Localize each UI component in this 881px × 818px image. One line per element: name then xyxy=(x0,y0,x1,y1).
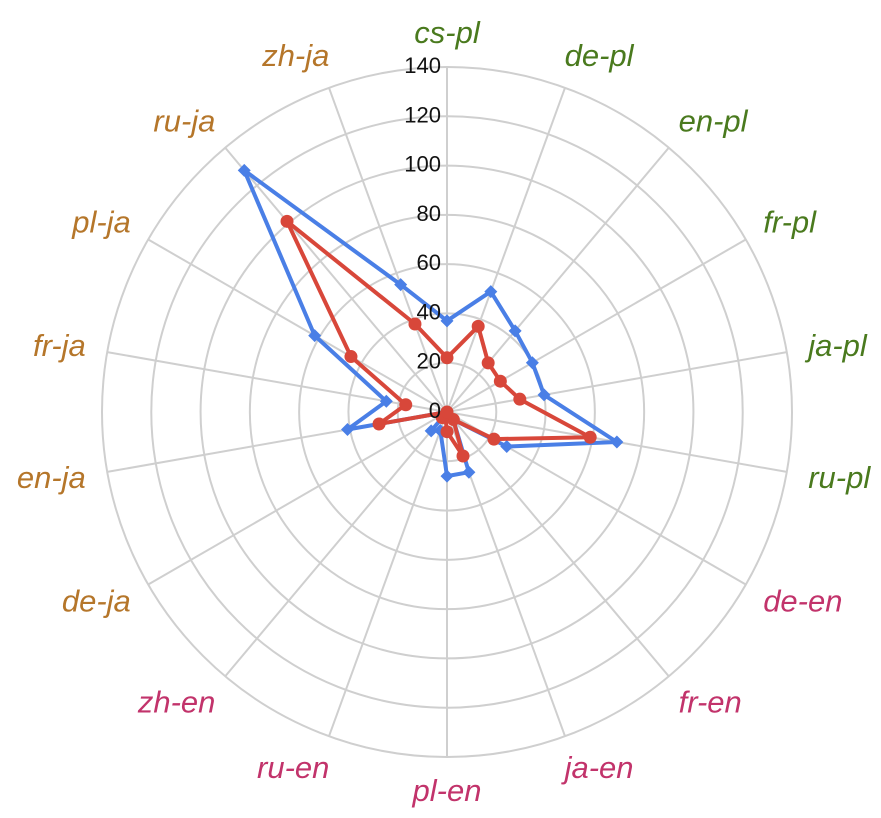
series-1-point xyxy=(462,465,476,479)
series-2-point xyxy=(583,430,597,444)
radial-tick-label: 40 xyxy=(417,299,441,324)
series-1-point xyxy=(484,285,498,299)
grid-spoke xyxy=(147,411,448,586)
category-label-ru-ja: ru-ja xyxy=(153,104,215,139)
series-1-point xyxy=(508,324,522,338)
category-label-pl-ja: pl-ja xyxy=(71,205,131,240)
radial-tick-label: 20 xyxy=(417,349,441,374)
radial-tick-label: 100 xyxy=(404,152,441,177)
series-2-point xyxy=(440,351,454,365)
category-label-en-ja: en-ja xyxy=(17,460,86,495)
series-1-point xyxy=(340,423,354,437)
series-2-point xyxy=(440,405,454,419)
category-label-ja-en: ja-en xyxy=(561,750,634,785)
series-1-point xyxy=(525,356,539,370)
grid-spoke xyxy=(328,87,448,413)
category-labels: cs-pl de-pl en-pl fr-pl ja-pl ru-pl de-en fr-en… xyxy=(17,15,871,808)
category-label-de-ja: de-ja xyxy=(62,584,131,619)
grid-spoke xyxy=(446,147,670,413)
radar-series xyxy=(237,163,624,483)
series-2-point xyxy=(513,392,527,406)
radial-tick-label: 80 xyxy=(417,201,441,226)
radial-tick-label: 140 xyxy=(404,53,441,78)
series-2-point xyxy=(372,417,386,431)
series-1-point xyxy=(537,388,551,402)
series-1-point xyxy=(308,329,322,343)
radial-tick-label: 0 xyxy=(429,398,441,423)
series-1-point xyxy=(424,424,438,438)
series-1-point xyxy=(440,469,454,483)
category-label-en-pl: en-pl xyxy=(679,104,749,139)
series-2-point xyxy=(440,425,454,439)
series-1-point xyxy=(394,278,408,292)
series-2-point xyxy=(399,398,413,412)
series-2-point xyxy=(408,317,422,331)
grid-spoke xyxy=(328,411,448,737)
series-1-point xyxy=(610,435,624,449)
grid-spoke xyxy=(446,411,670,677)
series-1-point xyxy=(500,440,514,453)
radial-tick-label: 60 xyxy=(417,250,441,275)
category-label-pl-en: pl-en xyxy=(412,773,482,808)
series-2-point xyxy=(280,214,294,228)
grid-spoke xyxy=(147,238,448,413)
category-label-de-en: de-en xyxy=(763,584,842,619)
series-2-point xyxy=(456,449,470,463)
series-2-point xyxy=(471,319,485,333)
grid-spoke xyxy=(446,351,787,413)
category-label-ru-en: ru-en xyxy=(257,750,329,785)
series-1-point xyxy=(440,314,454,328)
category-label-fr-pl: fr-pl xyxy=(763,205,817,240)
grid-spoke xyxy=(224,411,448,677)
series-2-point xyxy=(344,350,358,364)
radial-tick-labels: 0 20 40 60 80 100 120 140 xyxy=(404,53,441,423)
grid-spoke xyxy=(224,147,448,413)
category-label-ja-pl: ja-pl xyxy=(804,328,868,363)
category-label-fr-en: fr-en xyxy=(679,684,742,719)
category-label-zh-en: zh-en xyxy=(137,684,216,719)
series-2-point xyxy=(481,356,495,370)
series-1-point xyxy=(237,163,251,177)
grid-spoke xyxy=(446,87,566,413)
category-label-de-pl: de-pl xyxy=(565,38,635,73)
category-label-zh-ja: zh-ja xyxy=(261,38,329,73)
series-2-point xyxy=(493,374,507,388)
category-label-ru-pl: ru-pl xyxy=(808,460,871,495)
category-label-fr-ja: fr-ja xyxy=(33,328,86,363)
category-label-cs-pl: cs-pl xyxy=(414,15,481,50)
radial-tick-label: 120 xyxy=(404,102,441,127)
series-2-point xyxy=(487,432,501,446)
series-1-point xyxy=(379,394,393,408)
